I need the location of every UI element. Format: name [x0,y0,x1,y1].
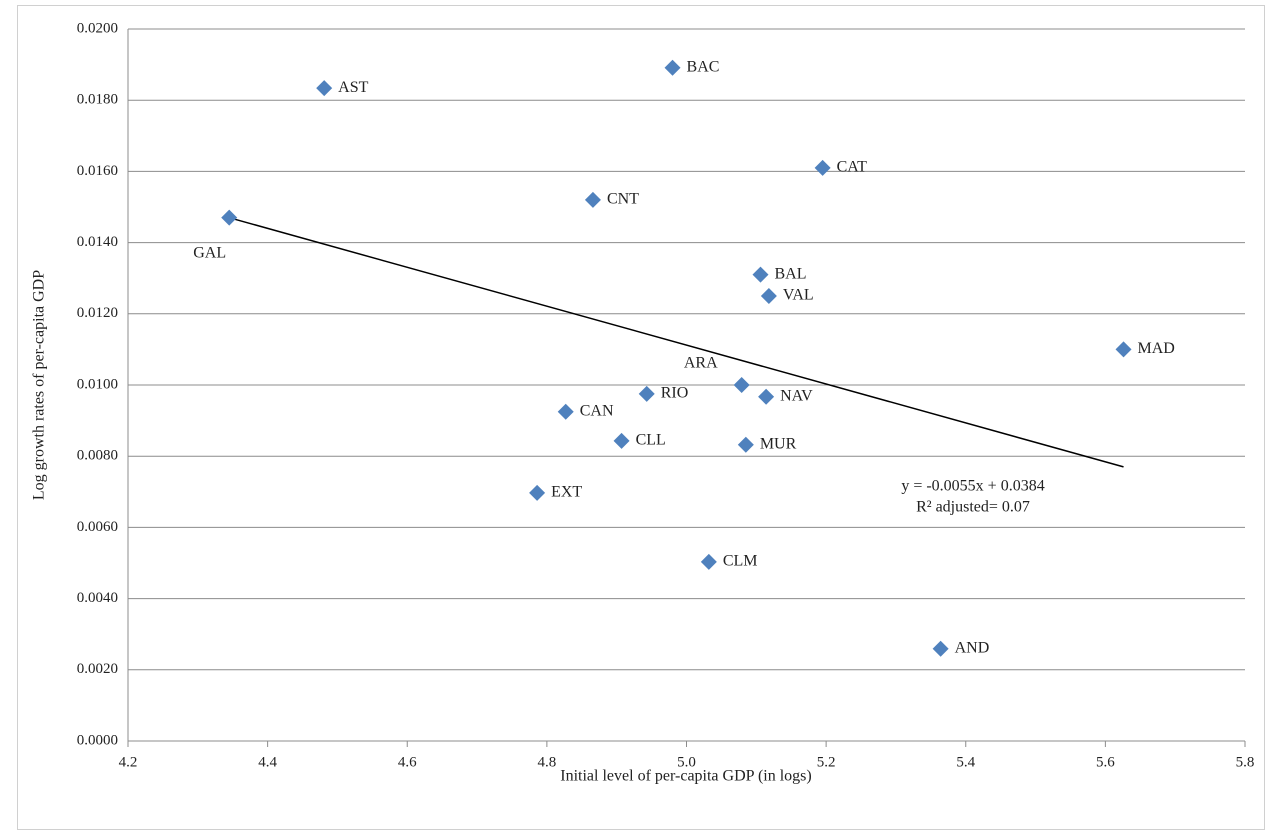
y-tick-label: 0.0180 [77,92,118,108]
x-axis-label: Initial level of per-capita GDP (in logs… [560,768,811,785]
x-tick-label: 4.2 [119,754,138,770]
point-label: CAT [837,159,867,176]
x-tick-label: 5.8 [1236,754,1255,770]
x-tick-label: 4.4 [258,754,277,770]
point-label: ARA [684,355,718,372]
x-tick-label: 5.2 [817,754,836,770]
data-point [932,640,949,657]
y-tick-label: 0.0020 [77,661,118,677]
chart-frame [17,5,1265,830]
point-label: CLM [723,553,758,570]
point-label: VAL [783,287,814,304]
x-tick-label: 5.0 [677,754,696,770]
x-tick-label: 5.4 [956,754,975,770]
point-label: NAV [780,387,813,404]
y-tick-label: 0.0140 [77,234,118,250]
y-tick-label: 0.0080 [77,448,118,464]
y-tick-label: 0.0060 [77,519,118,535]
data-point [752,266,769,283]
y-tick-label: 0.0100 [77,376,118,392]
data-point [664,59,681,76]
data-point [1115,341,1132,358]
data-point [737,436,754,453]
annotation: y = -0.0055x + 0.0384 [901,478,1044,495]
x-tick-label: 4.8 [538,754,557,770]
y-tick-label: 0.0120 [77,305,118,321]
point-label: CNT [607,191,639,208]
trendline [229,216,1124,468]
data-point [700,553,717,570]
point-label: CAN [580,402,614,419]
y-tick-label: 0.0200 [77,20,118,36]
data-point [613,432,630,449]
y-tick-label: 0.0160 [77,163,118,179]
data-point [557,403,574,420]
point-label: CLL [636,432,666,449]
data-point [221,209,238,226]
annotation: R² adjusted= 0.07 [916,499,1030,516]
point-label: MUR [760,435,797,452]
data-point [758,388,775,405]
data-point [529,484,546,501]
y-tick-label: 0.0040 [77,590,118,606]
data-point [760,288,777,304]
data-point [733,377,750,393]
point-label: BAL [775,265,807,282]
point-label: EXT [551,484,582,501]
y-tick-label: 0.0000 [77,732,118,748]
point-label: BAC [687,58,720,75]
data-point [584,191,601,208]
data-point [316,80,333,97]
point-label: AST [338,79,368,96]
x-tick-label: 4.6 [398,754,417,770]
data-point [638,385,655,402]
point-label: MAD [1138,340,1175,357]
y-axis-label: Log growth rates of per-capita GDP [31,270,48,500]
point-label: RIO [661,385,689,402]
point-label: GAL [193,244,226,261]
x-tick-label: 5.6 [1096,754,1115,770]
data-point [814,159,831,176]
point-label: AND [955,639,990,656]
